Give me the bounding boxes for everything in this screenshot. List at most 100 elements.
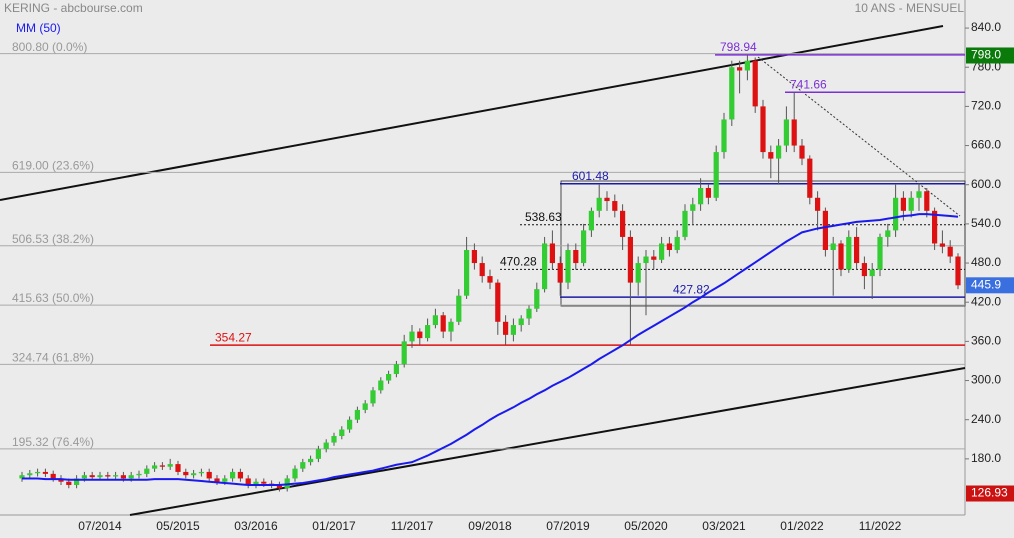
candle-body [315,449,321,459]
candle-body [713,152,719,198]
candle-body [50,473,56,479]
range-box [560,180,966,307]
candle-body [721,119,727,153]
level-label: 354.27 [215,330,252,344]
candle-body [292,468,298,479]
candle-body [565,249,571,283]
price-tag-label: 126.93 [971,486,1008,500]
candle-body [237,471,243,479]
candle-body [425,325,431,339]
candle-body [916,191,922,198]
candle-body [323,442,329,450]
candle-body [479,263,485,277]
candle-body [230,471,236,479]
x-tick-label: 11/2022 [859,519,902,533]
candle-body [690,204,696,211]
candle-body [347,419,353,430]
x-tick-label: 09/2018 [468,519,512,533]
candle-body [105,475,111,477]
candle-body [557,263,563,283]
x-tick-label: 01/2017 [312,519,356,533]
y-tick-label: 720.0 [971,99,1001,113]
fib-label: 800.80 (0.0%) [12,40,87,54]
candle-body [635,263,641,283]
candle-body [604,197,610,202]
fib-label: 415.63 (50.0%) [12,291,94,305]
candle-body [503,321,509,335]
level-label: 741.66 [790,77,827,91]
candle-body [245,478,251,485]
y-tick-label: 840.0 [971,20,1001,34]
candle-body [362,403,368,410]
candle-body [682,210,688,237]
y-tick-label: 420.0 [971,294,1001,308]
price-tag [966,47,1014,64]
moving-average [22,213,959,486]
fib-label: 195.32 (76.4%) [12,435,94,449]
chart-subtitle: 10 ANS - MENSUEL [855,1,965,15]
candle-body [19,475,25,479]
candle-body [542,243,548,290]
candle-body [838,243,844,270]
candle-body [620,210,626,237]
candle-body [822,210,828,250]
candle-body [830,243,836,250]
candle-body [744,60,750,71]
candle-body [526,308,532,319]
candle-body [659,243,665,260]
y-tick-label: 360.0 [971,334,1001,348]
candle-body [393,364,399,375]
candle-body [869,269,875,277]
candle-body [378,380,384,391]
candle-body [354,409,360,420]
candle-body [783,119,789,146]
y-tick-label: 540.0 [971,216,1001,230]
level-label: 798.94 [720,40,757,54]
legend-entry: MM (50) [16,21,61,35]
candle-body [74,478,80,485]
trend-line [129,367,966,516]
x-tick-label: 07/2014 [78,519,122,533]
candle-body [487,276,493,283]
candle-body [222,478,228,482]
candle-body [534,289,540,309]
candle-body [417,331,423,339]
x-tick-label: 03/2016 [234,519,278,533]
candle-body [198,471,204,474]
candle-body [331,436,337,443]
candle-body [861,263,867,277]
candle-body [471,249,477,264]
candle-body [776,145,782,159]
y-tick-label: 300.0 [971,373,1001,387]
x-tick-label: 05/2020 [624,519,668,533]
candle-body [464,249,470,296]
candle-body [791,119,797,146]
candle-body [908,197,914,211]
candle-body [666,243,672,250]
candle-body [253,481,259,485]
candle-body [456,295,462,322]
candle-body [97,475,103,478]
candle-body [300,462,306,469]
candle-body [167,464,173,467]
price-tag-label: 445.9 [971,277,1001,291]
candle-body [152,465,158,469]
level-label: 538.63 [525,210,562,224]
candle-body [183,471,189,476]
candle-body [955,256,961,286]
candle-body [409,331,415,342]
trend-line [757,56,961,217]
candle-body [900,197,906,211]
candle-body [42,471,48,474]
candle-body [339,429,345,437]
candle-body [495,282,501,322]
candle-body [206,471,212,479]
candle-body [440,315,446,332]
y-tick-label: 600.0 [971,177,1001,191]
level-label: 427.82 [673,282,710,296]
candle-body [807,158,813,198]
candle-body [549,243,555,264]
candle-body [760,106,766,153]
candle-body [144,468,150,474]
